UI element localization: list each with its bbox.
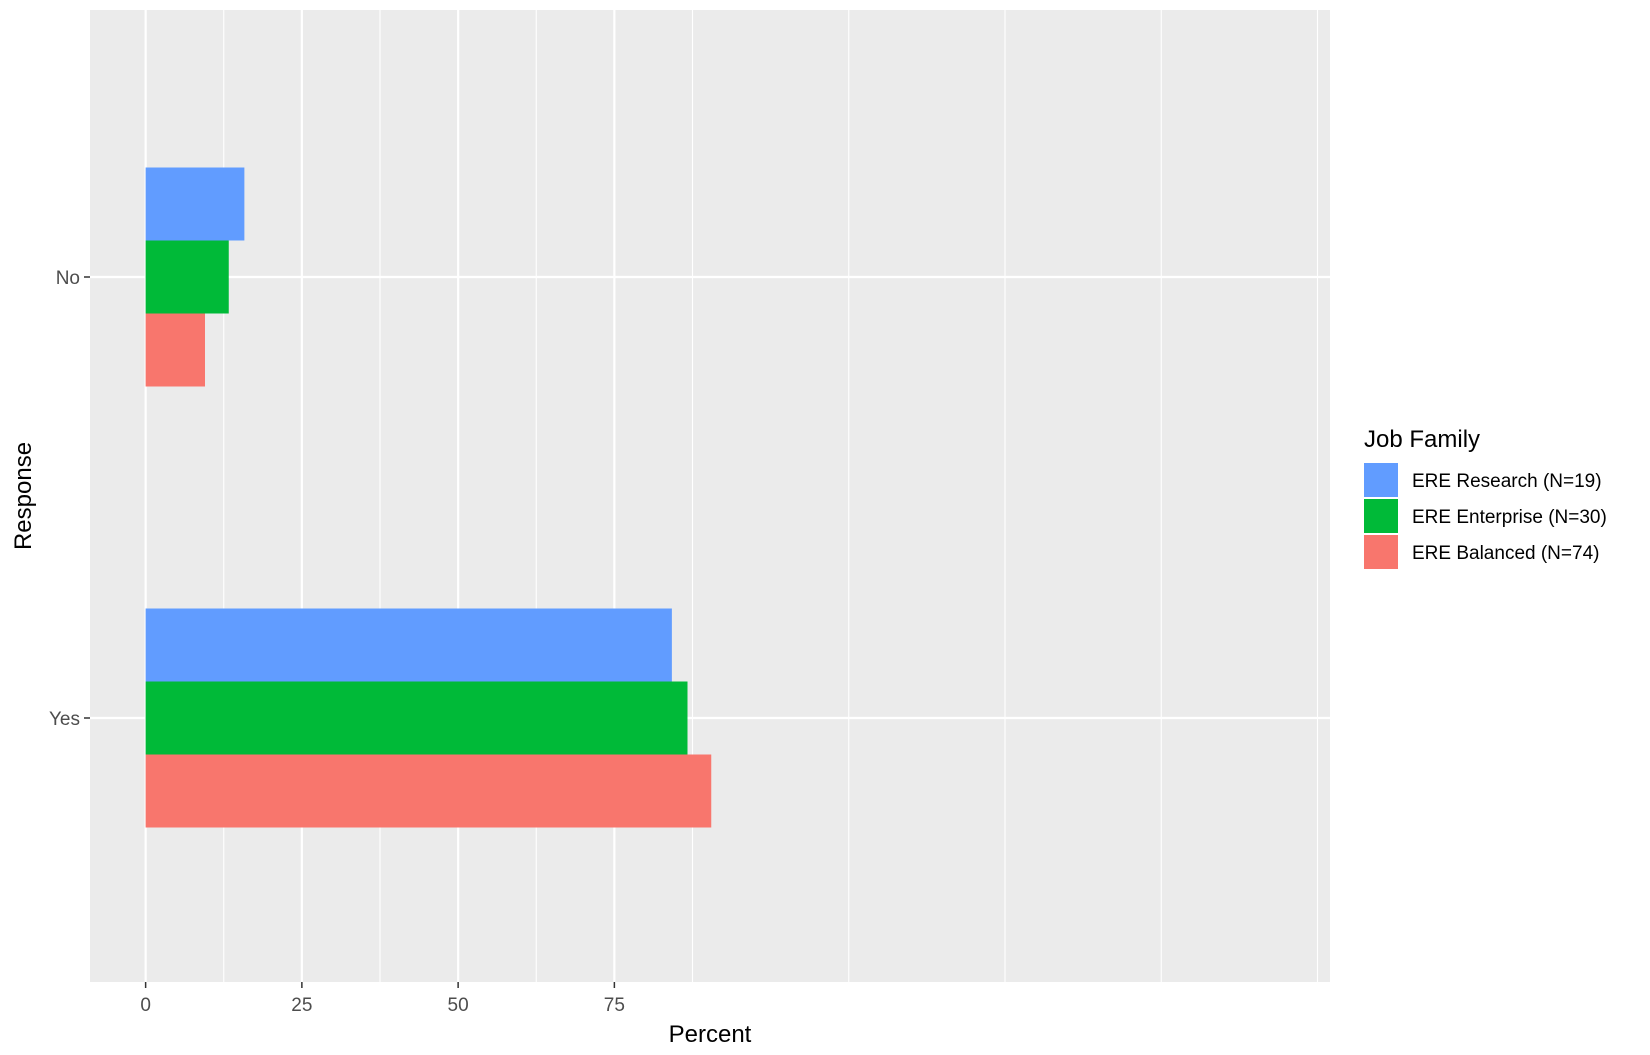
legend: Job Family ERE Research (N=19) ERE Enterp…	[1364, 426, 1607, 569]
legend-items: ERE Research (N=19) ERE Enterprise (N=30)…	[1364, 463, 1607, 569]
x-tick-label: 75	[604, 995, 625, 1016]
legend-title: Job Family	[1364, 426, 1480, 453]
axes: No Yes 0 25 50 75	[49, 268, 625, 1016]
y-axis-title: Response	[10, 442, 37, 550]
legend-label-1: ERE Research (N=19)	[1412, 471, 1602, 492]
legend-label-2: ERE Enterprise (N=30)	[1412, 507, 1607, 528]
legend-key-2	[1364, 499, 1398, 533]
bar-no-3	[145, 313, 205, 387]
bar-yes-2	[145, 681, 688, 755]
x-tick-label: 25	[291, 995, 312, 1016]
legend-label-3: ERE Balanced (N=74)	[1412, 543, 1599, 564]
y-tick-label: No	[56, 268, 80, 289]
bars	[145, 167, 712, 828]
x-tick-label: 50	[448, 995, 469, 1016]
x-tick-label: 0	[140, 995, 151, 1016]
x-axis-title: Percent	[669, 1021, 752, 1048]
legend-key-3	[1364, 535, 1398, 569]
bar-yes-1	[145, 608, 672, 682]
bar-yes-3	[145, 754, 712, 828]
legend-key-1	[1364, 463, 1398, 497]
y-tick-label: Yes	[49, 709, 80, 730]
bar-no-2	[145, 240, 229, 314]
plot-panel	[90, 10, 1330, 982]
bar-no-1	[145, 167, 245, 241]
